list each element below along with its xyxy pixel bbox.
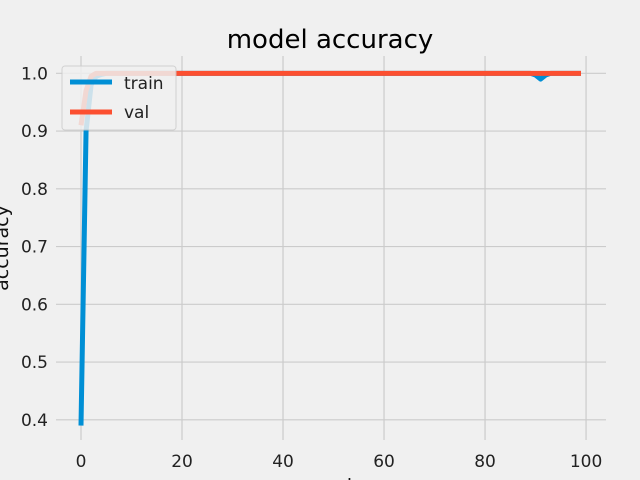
chart-title: model accuracy [227,25,434,55]
x-axis-ticks: 0 20 40 60 80 100 [76,452,603,472]
x-tick-label: 60 [373,452,395,472]
y-tick-label: 0.8 [21,180,48,200]
x-tick-label: 20 [171,452,193,472]
x-tick-label: 80 [474,452,496,472]
x-axis-label: epoch [301,475,359,480]
y-tick-label: 0.7 [21,238,48,258]
y-tick-label: 0.6 [21,295,48,315]
grid [56,56,606,440]
y-tick-label: 0.9 [21,122,48,142]
legend-label-train: train [124,74,164,94]
y-tick-label: 0.4 [21,411,48,431]
y-axis-ticks: 0.4 0.5 0.6 0.7 0.8 0.9 1.0 [21,64,48,430]
y-axis-label: accuracy [0,205,13,291]
y-tick-label: 1.0 [21,64,48,84]
x-tick-label: 0 [76,452,87,472]
legend: train val [61,65,177,131]
x-tick-label: 40 [272,452,294,472]
y-tick-label: 0.5 [21,353,48,373]
x-tick-label: 100 [570,452,602,472]
legend-label-val: val [124,103,149,123]
